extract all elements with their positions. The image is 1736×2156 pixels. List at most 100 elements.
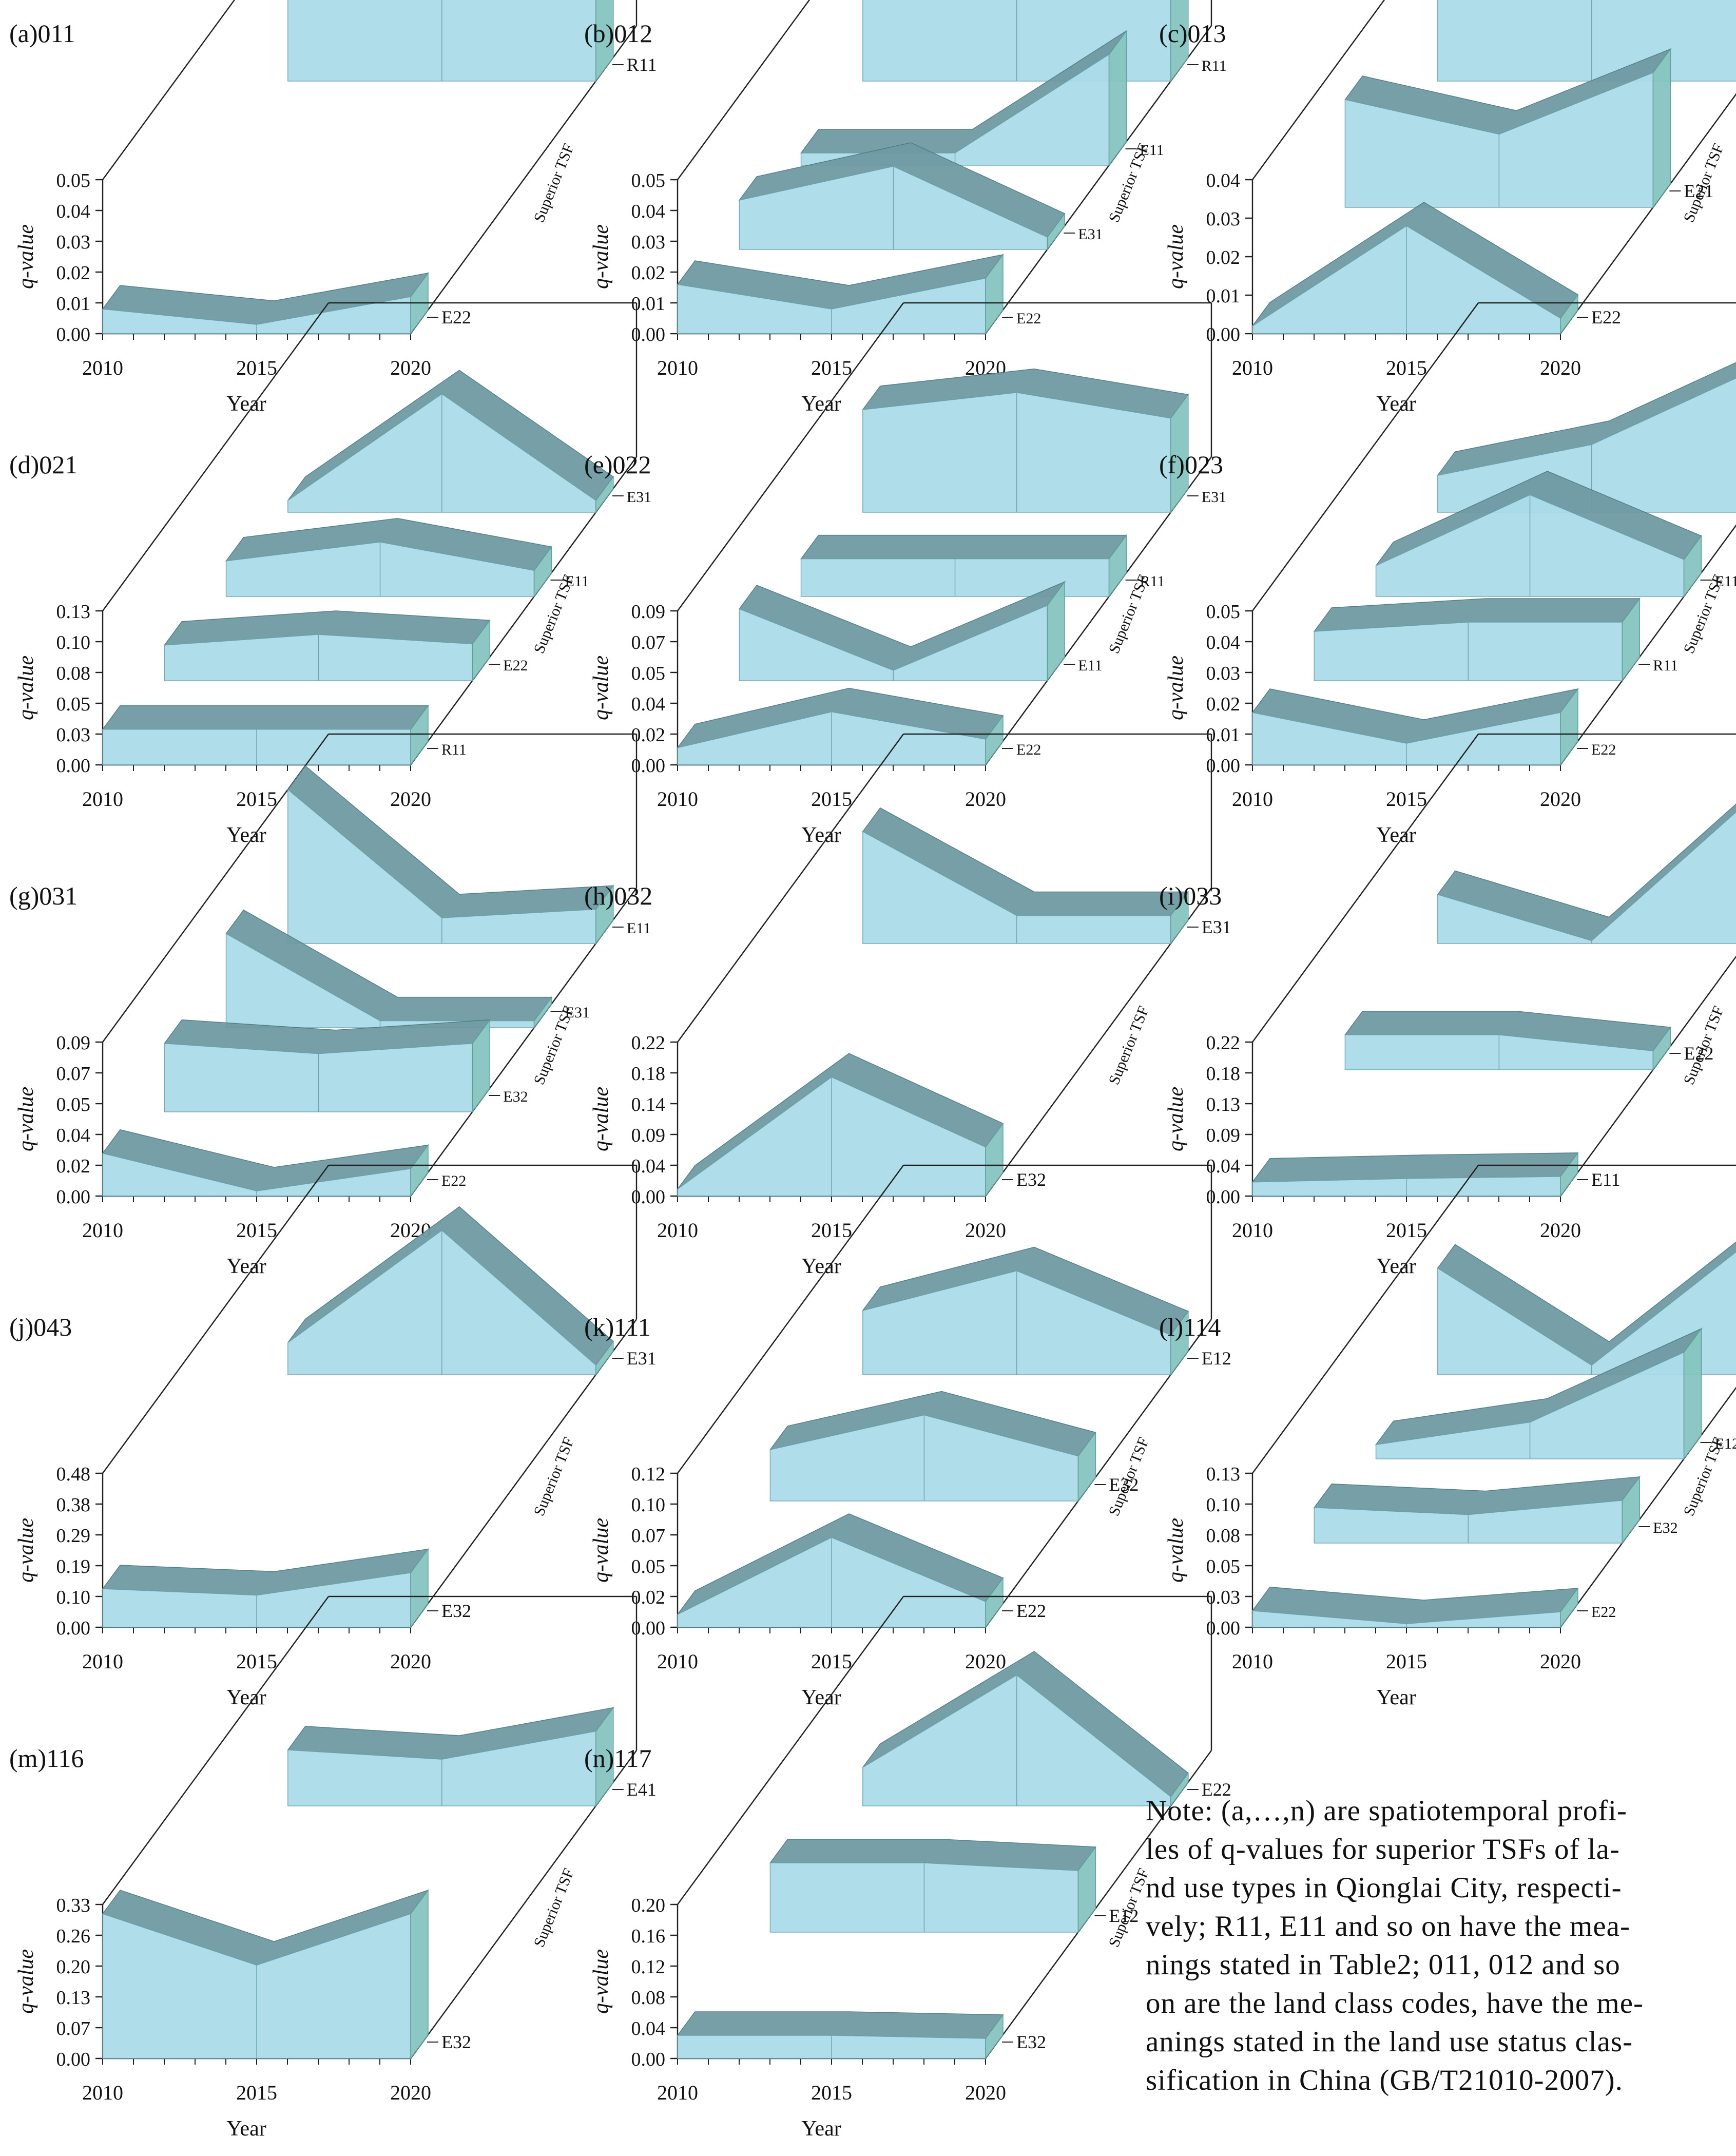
series-E11: E11 [739,581,1102,682]
y-tick-label: 0.10 [56,632,91,653]
series-end-face [1652,1026,1671,1071]
series-top-surface [800,534,1128,560]
series-R11: R11 [1313,597,1678,682]
y-axis-label: q-value [589,1087,613,1151]
series-end-face [595,1706,614,1807]
y-tick-label: 0.03 [56,232,91,253]
top-depth-line [677,734,904,1043]
y-tick-label: 0.03 [56,724,91,746]
x-tick-label: 2015 [811,1650,852,1673]
y-tick-label: 0.09 [631,601,666,623]
y-tick-label: 0.02 [56,1156,91,1177]
y-tick-label: 0.05 [56,694,91,715]
panel-title: (n)117 [584,1744,651,1773]
top-depth-line [102,302,330,611]
note-line: anings stated in the land use status cla… [1146,2026,1633,2058]
series-label: E11 [1140,142,1164,159]
series-E31: E31 [862,807,1231,945]
series-label: E31 [1202,489,1226,506]
series-label: E12 [1715,1435,1736,1452]
series-label: E22 [1202,1779,1231,1800]
series-label: E32 [503,1088,528,1105]
series-label: E22 [1016,741,1041,758]
series-label: E11 [1715,573,1736,590]
series-end-face [1170,891,1189,945]
y-tick-label: 0.07 [631,632,666,653]
y-tick-label: 0.07 [56,2018,91,2039]
top-depth-line [677,1596,904,1905]
y-axis-label: q-value [14,224,38,289]
x-tick-label: 2010 [82,1219,123,1242]
series-E22: E22 [1251,1586,1616,1629]
y-tick-label: 0.05 [1206,601,1241,623]
y-tick-label: 0.13 [1206,1464,1241,1485]
series-end-face [1108,534,1127,598]
panel-title: (g)031 [9,881,78,910]
z-axis-label: Superior TSF [1106,1004,1152,1087]
right-depth-line [1559,524,1736,765]
y-tick-label: 0.04 [1206,170,1241,191]
series-label: R11 [1140,573,1165,590]
x-tick-label: 2010 [82,356,123,379]
x-tick-label: 2015 [811,1219,852,1242]
series-label: E22 [1591,1604,1616,1621]
y-axis-label: q-value [14,1087,38,1151]
x-tick-label: 2020 [1540,1650,1581,1673]
y-tick-label: 0.48 [56,1464,91,1485]
series-label: E22 [1016,1601,1046,1621]
series-E31: E31 [738,142,1103,251]
x-tick-label: 2020 [390,356,431,379]
chart-panel-c: (c)013 0.00 0.01 0.02 0.03 0.04 2010 2015 2020 Ye… [1150,0,1736,431]
y-tick-label: 0.16 [631,1926,666,1947]
y-tick-label: 0.05 [56,1094,91,1115]
series-R11: R11 [800,534,1165,598]
y-tick-label: 0.13 [56,1987,91,2009]
y-tick-label: 0.20 [56,1956,91,1978]
y-tick-label: 0.22 [1206,1032,1241,1054]
chart-svg-j: (j)043 0.00 0.10 0.19 0.29 0.38 0.48 2010 2015 20… [9,1164,657,1709]
series-E11: E11 [225,518,589,598]
x-tick-label: 2010 [82,2081,123,2104]
series-end-face [533,996,552,1029]
y-tick-label: 0.00 [56,2049,91,2070]
x-tick-label: 2020 [965,1219,1006,1242]
panel-title: (m)116 [9,1744,84,1773]
series-label: E22 [1591,307,1621,328]
x-axis-label: Year [801,2117,841,2141]
series-front-face [862,831,1171,944]
y-tick-label: 0.19 [56,1556,91,1577]
chart-panel-a: (a)011 0.00 0.01 0.02 0.03 0.04 0.05 2010 2015 20… [0,0,657,431]
y-tick-label: 0.10 [1206,1494,1241,1516]
series-end-face [985,1122,1004,1198]
y-axis-label: q-value [589,224,613,289]
series-E11: E11 [1251,1151,1621,1198]
y-tick-label: 0.13 [1206,1094,1241,1115]
series-front-face [1252,712,1561,765]
x-tick-label: 2020 [1540,787,1581,811]
series-end-face [472,619,491,682]
y-axis-label: q-value [1164,224,1188,289]
y-tick-label: 0.04 [631,201,666,222]
y-tick-label: 0.38 [56,1494,91,1516]
series-front-face [287,788,596,944]
top-depth-line [677,1165,904,1474]
series-label: R11 [441,741,467,758]
series-end-face [1560,687,1578,766]
series-front-face [1437,377,1736,513]
y-tick-label: 0.02 [631,262,666,284]
series-end-face [1622,597,1641,682]
series-label: E31 [1202,917,1231,937]
series-front-face [1252,1610,1561,1628]
x-tick-label: 2010 [657,2081,698,2104]
x-tick-label: 2015 [1386,787,1427,811]
series-end-face [1560,293,1578,335]
note-line: on are the land class codes, have the me… [1146,1987,1644,2019]
chart-panel-i: (i)033 0.00 0.04 0.09 0.13 0.18 0.22 2010 2015 20… [1150,733,1736,1294]
note-line: sification in China (GB/T21010-2007). [1146,2064,1623,2096]
series-end-face [595,475,614,514]
series-label: E41 [627,1779,657,1800]
